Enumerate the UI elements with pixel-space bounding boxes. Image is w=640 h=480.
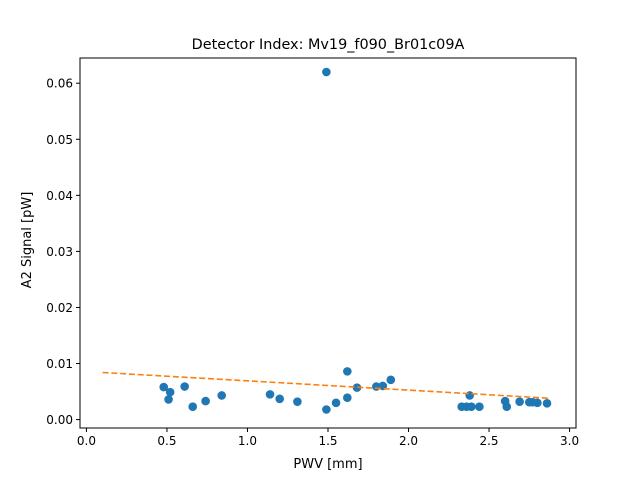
y-axis-label: A2 Signal [pW] — [20, 192, 35, 289]
data-point — [164, 395, 173, 404]
data-point — [165, 387, 175, 397]
data-point — [275, 394, 284, 404]
data-point — [188, 402, 198, 411]
data-point — [265, 390, 275, 399]
data-point — [322, 67, 331, 77]
x-tick-label: 1.5 — [318, 434, 337, 448]
x-tick-label: 3.0 — [560, 434, 579, 448]
data-point — [331, 398, 341, 408]
axes-frame — [79, 57, 577, 429]
x-axis-label: PWV [mm] — [293, 457, 362, 472]
y-tick-label: 0.03 — [46, 245, 73, 259]
data-point — [217, 391, 227, 400]
data-point — [322, 405, 331, 414]
data-point — [386, 375, 396, 385]
chart-title: Detector Index: Mv19_f090_Br01c09A — [192, 37, 465, 53]
data-point — [293, 397, 302, 406]
y-tick-label: 0.01 — [46, 357, 73, 371]
data-point — [180, 382, 189, 391]
x-tick-label: 1.0 — [238, 434, 257, 448]
data-point — [475, 402, 484, 411]
data-point — [515, 397, 524, 406]
x-tick-label: 2.5 — [479, 434, 498, 448]
y-tick-label: 0.06 — [46, 77, 73, 91]
data-point — [352, 383, 362, 392]
x-tick-label: 0.0 — [77, 434, 96, 448]
x-axis-ticks: 0.0 0.5 1.0 1.5 2.0 2.5 3.0 — [77, 428, 579, 448]
plot-area — [102, 67, 552, 414]
data-point — [502, 402, 512, 411]
data-point — [467, 402, 476, 411]
data-point — [159, 382, 169, 392]
y-tick-label: 0.05 — [46, 133, 73, 147]
fit-line — [102, 371, 551, 400]
data-point — [201, 396, 210, 406]
y-tick-label: 0.02 — [46, 301, 73, 315]
x-tick-label: 0.5 — [157, 434, 176, 448]
data-point — [465, 391, 475, 400]
data-point — [343, 393, 352, 403]
y-tick-label: 0.00 — [46, 413, 73, 427]
x-tick-label: 2.0 — [399, 434, 418, 448]
data-point — [343, 367, 352, 376]
y-axis-ticks: 0.00 0.01 0.02 0.03 0.04 0.05 0.06 — [46, 77, 80, 427]
y-tick-label: 0.04 — [46, 189, 73, 203]
data-point — [542, 399, 552, 408]
data-point — [533, 398, 542, 408]
